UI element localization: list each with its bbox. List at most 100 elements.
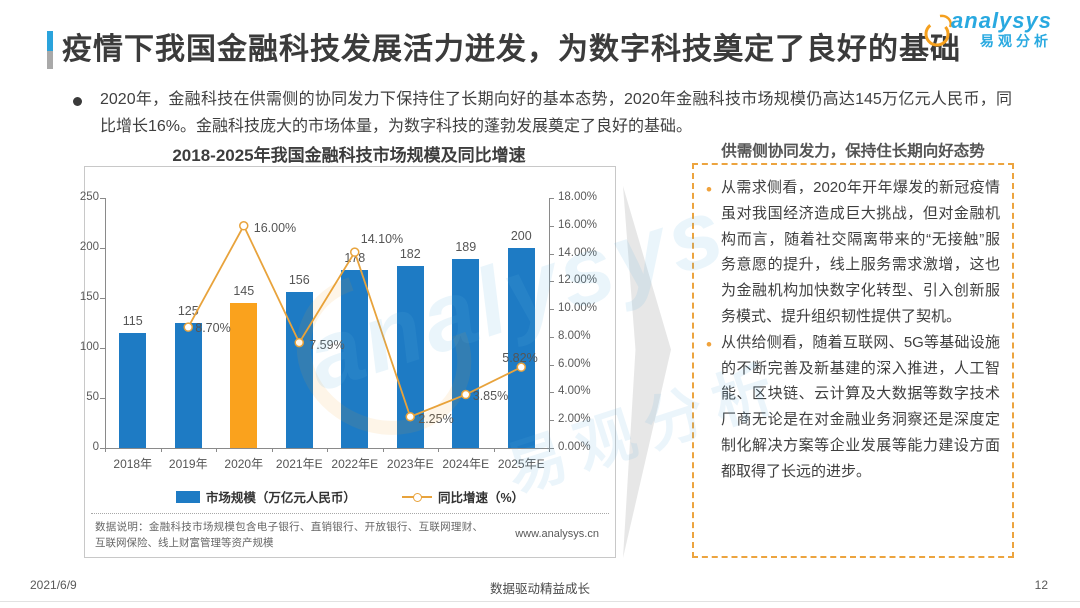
data-point-marker <box>294 337 304 348</box>
x-axis-tick <box>105 448 106 452</box>
right-axis-tick-label: 14.00% <box>558 246 598 259</box>
growth-line <box>183 221 526 422</box>
right-axis-tick-label: 18.00% <box>558 191 598 203</box>
legend-line-swatch <box>401 492 432 502</box>
right-axis-tick <box>549 281 554 283</box>
data-point-marker <box>183 322 193 332</box>
bar <box>341 270 369 448</box>
data-point-marker <box>405 412 415 422</box>
market-scale-chart: 市场规模（万亿元人民币） 同比增速（%） 数据说明：金融科技市场规模包含电子银行、… <box>80 166 616 558</box>
y-axis-tick <box>100 398 105 399</box>
x-axis-tick <box>160 448 162 452</box>
right-axis-tick <box>549 309 554 311</box>
legend-bar-swatch <box>175 490 200 503</box>
x-axis-tick <box>271 448 273 452</box>
growth-value-label: 14.10% <box>360 232 404 247</box>
insight-bullet: 从供给侧看，随着互联网、5G等基础设施的不断完善及新基建的深入推进，人工智能、区… <box>704 330 1000 485</box>
category-label: 2023年E <box>386 457 434 471</box>
page-title: 疫情下我国金融科技发展活力迸发，为数字科技奠定了良好的基础 <box>62 33 961 66</box>
y-axis-tick-label: 0 <box>92 441 99 453</box>
bar <box>230 303 258 448</box>
growth-value-label: 2.25% <box>418 411 454 426</box>
right-axis-tick <box>549 225 554 227</box>
y-axis-tick-label: 100 <box>79 341 99 353</box>
title-accent-bar <box>47 31 53 69</box>
growth-value-label: 16.00% <box>253 220 297 235</box>
category-label: 2020年 <box>224 457 264 471</box>
logo-swirl-icon <box>924 14 952 47</box>
y-axis-tick <box>100 298 105 299</box>
bar-value-label: 200 <box>510 229 532 243</box>
footer-slogan: 数据驱动精益成长 <box>489 582 590 596</box>
x-axis-tick <box>493 448 495 452</box>
right-axis-tick-label: 16.00% <box>558 218 598 231</box>
x-axis-tick <box>549 448 550 452</box>
chart-legend: 市场规模（万亿元人民币） 同比增速（%） <box>85 487 615 506</box>
y-axis-tick-label: 50 <box>86 391 99 403</box>
y-axis-tick <box>100 248 105 249</box>
right-axis-tick <box>549 392 554 394</box>
growth-value-label: 5.82% <box>502 351 538 366</box>
y-axis-line <box>105 198 106 448</box>
y-axis-tick <box>100 448 105 449</box>
y-axis-tick-label: 250 <box>79 191 99 203</box>
insight-bullet: 从需求侧看，2020年开年爆发的新冠疫情虽对我国经济造成巨大挑战，但对金融机构而… <box>704 175 1000 330</box>
x-axis-tick <box>438 448 439 452</box>
right-axis-tick <box>549 420 554 422</box>
bar-value-label: 182 <box>399 247 421 261</box>
category-label: 2025年E <box>497 457 545 471</box>
insight-bullet-list: 从需求侧看，2020年开年爆发的新冠疫情虽对我国经济造成巨大挑战，但对金融机构而… <box>704 175 1000 485</box>
legend-item: 市场规模（万亿元人民币） <box>175 487 356 506</box>
legend-line-marker <box>412 492 422 502</box>
footer-divider <box>0 601 1080 602</box>
y-axis-tick <box>100 198 105 199</box>
bar <box>174 323 202 448</box>
right-axis-tick-label: 10.00% <box>558 302 598 315</box>
logo-brand-cn: 易观分析 <box>980 33 1052 49</box>
analysys-logo: analysys 易观分析 <box>917 10 1052 54</box>
chart-footnote: 数据说明：金融科技市场规模包含电子银行、直销银行、开放银行、互联网理财、互联网保… <box>91 513 609 552</box>
bar-value-label: 145 <box>233 284 255 298</box>
logo-text: analysys 易观分析 <box>951 8 1052 49</box>
x-axis-tick <box>382 448 384 452</box>
category-label: 2022年E <box>331 457 379 471</box>
logo-brand-en: analysys <box>951 8 1052 33</box>
category-label: 2018年 <box>113 457 153 471</box>
right-axis-tick-label: 8.00% <box>558 329 591 342</box>
right-axis-tick <box>549 448 554 449</box>
y-axis-tick-label: 150 <box>79 291 99 303</box>
chevron-right-arrow-icon <box>623 186 671 558</box>
bar-value-label: 125 <box>177 304 199 318</box>
right-axis-line <box>549 198 550 448</box>
bar-value-label: 115 <box>122 314 143 328</box>
data-point-marker <box>461 389 471 400</box>
right-axis-tick-label: 2.00% <box>558 413 591 426</box>
right-axis-tick-label: 6.00% <box>558 357 591 370</box>
insight-title: 供需侧协同发力，保持住长期向好态势 <box>721 143 985 160</box>
y-axis-tick <box>100 348 105 349</box>
bar <box>452 259 480 448</box>
category-label: 2019年 <box>168 457 208 471</box>
legend-label: 同比增速（%） <box>437 491 525 505</box>
growth-value-label: 3.85% <box>472 388 509 403</box>
growth-value-label: 7.59% <box>309 337 345 352</box>
website-text: www.analysys.cn <box>515 528 599 540</box>
growth-value-label: 8.70% <box>195 321 231 336</box>
bar-value-label: 156 <box>288 273 310 287</box>
right-axis-tick <box>549 336 554 338</box>
chart-title: 2018-2025年我国金融科技市场规模及同比增速 <box>172 146 526 165</box>
summary-text: 2020年，金融科技在供需侧的协同发力下保持住了长期向好的基本态势，2020年金… <box>100 91 1012 135</box>
right-axis-tick-label: 12.00% <box>558 274 598 287</box>
bar-value-label: 189 <box>455 240 477 254</box>
right-axis-tick <box>549 364 554 366</box>
footer-date: 2021/6/9 <box>30 578 77 592</box>
legend-label: 市场规模（万亿元人民币） <box>205 491 356 505</box>
data-point-marker <box>516 362 526 372</box>
category-label: 2024年E <box>442 457 490 471</box>
y-axis-tick-label: 200 <box>79 241 99 253</box>
footnote-text: 数据说明：金融科技市场规模包含电子银行、直销银行、开放银行、互联网理财、互联网保… <box>95 521 483 549</box>
x-axis-tick <box>216 448 217 452</box>
bullet-dot-icon <box>73 97 82 106</box>
data-point-marker <box>239 221 249 231</box>
